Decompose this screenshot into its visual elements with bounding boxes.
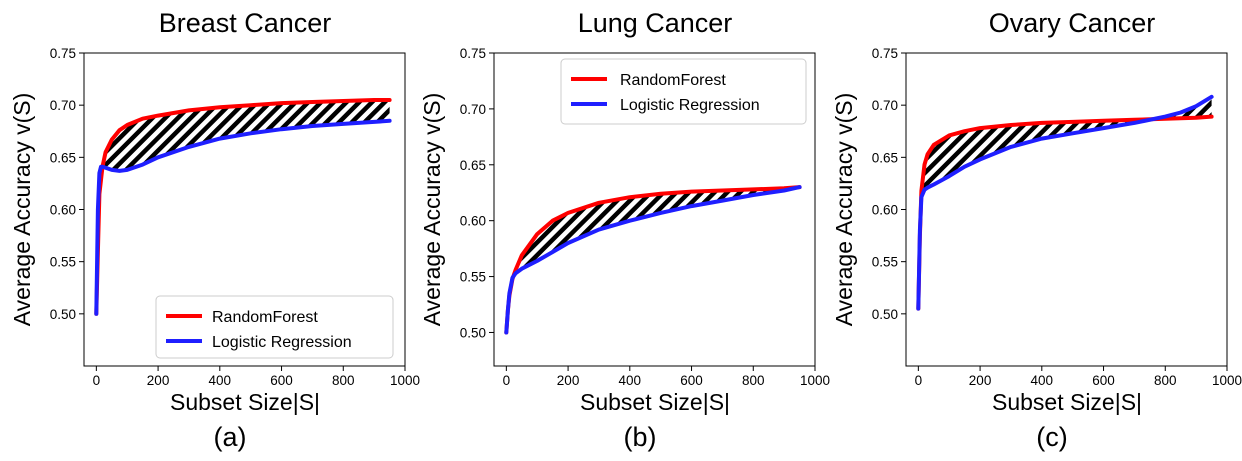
plot-frame [493, 52, 816, 367]
shaded-region [506, 187, 800, 333]
legend-box [560, 58, 807, 125]
series-line-logistic-regression [504, 185, 802, 335]
x-tick-label: 0 [503, 373, 511, 388]
chart-title: Breast Cancer [159, 8, 332, 38]
x-tick-label: 1000 [1212, 373, 1242, 388]
series-line-logistic-regression [94, 118, 392, 316]
shaded-region [96, 100, 390, 314]
plot-frame [905, 52, 1228, 367]
x-tick-label: 0 [93, 373, 101, 388]
y-tick-label: 0.65 [460, 158, 486, 173]
panel-label: (b) [624, 422, 657, 452]
plot-area [94, 98, 392, 316]
panel-label: (c) [1036, 422, 1067, 452]
x-tick-label: 200 [969, 373, 992, 388]
series-line-randomforest [94, 98, 392, 316]
x-axis-label: Subset Size|S| [170, 389, 320, 415]
y-tick-label: 0.55 [872, 255, 898, 270]
x-axis-label: Subset Size|S| [992, 389, 1142, 415]
x-tick-label: 600 [1092, 373, 1115, 388]
panel-lung-cancer: Lung Cancer Subset Size|S| Average Accur… [419, 8, 830, 452]
x-tick-label: 1000 [390, 373, 420, 388]
y-tick-label: 0.50 [460, 325, 486, 340]
legend-label: Logistic Regression [212, 334, 352, 351]
panel-breast-cancer: Breast Cancer Subset Size|S| Average Acc… [9, 8, 420, 452]
x-tick-label: 400 [619, 373, 642, 388]
legend: RandomForest Logistic Regression [155, 295, 394, 359]
plot-area [916, 94, 1214, 311]
panel-label: (a) [214, 422, 247, 452]
y-tick-label: 0.50 [50, 307, 76, 322]
y-tick-label: 0.60 [872, 203, 898, 218]
y-tick-label: 0.75 [460, 46, 486, 61]
legend-label: RandomForest [620, 72, 726, 89]
x-tick-label: 400 [209, 373, 232, 388]
x-tick-label: 600 [270, 373, 293, 388]
x-tick-label: 600 [680, 373, 703, 388]
legend: RandomForest Logistic Regression [560, 58, 807, 125]
y-tick-label: 0.70 [872, 98, 898, 113]
y-tick-label: 0.70 [50, 98, 76, 113]
y-tick-label: 0.75 [872, 46, 898, 61]
legend-label: Logistic Regression [620, 97, 760, 114]
y-tick-label: 0.50 [872, 307, 898, 322]
x-tick-label: 400 [1031, 373, 1054, 388]
y-tick-label: 0.65 [872, 150, 898, 165]
plot-area [504, 185, 802, 335]
y-axis-label: Average Accuracy v(S) [831, 93, 857, 327]
x-tick-label: 800 [742, 373, 765, 388]
y-tick-label: 0.65 [50, 150, 76, 165]
y-tick-label: 0.60 [50, 203, 76, 218]
legend-box [155, 295, 394, 359]
series-line-logistic-regression [916, 94, 1214, 311]
y-axis-label: Average Accuracy v(S) [9, 93, 35, 327]
x-tick-label: 1000 [800, 373, 830, 388]
y-tick-label: 0.55 [50, 255, 76, 270]
x-tick-label: 0 [915, 373, 923, 388]
y-tick-label: 0.70 [460, 102, 486, 117]
chart-title: Ovary Cancer [989, 8, 1156, 38]
x-tick-label: 200 [147, 373, 170, 388]
x-tick-label: 200 [557, 373, 580, 388]
y-axis-label: Average Accuracy v(S) [419, 93, 445, 327]
x-axis-label: Subset Size|S| [580, 389, 730, 415]
x-tick-label: 800 [332, 373, 355, 388]
y-tick-label: 0.60 [460, 214, 486, 229]
legend-label: RandomForest [212, 309, 318, 326]
shaded-region [918, 96, 1212, 309]
y-tick-label: 0.55 [460, 270, 486, 285]
y-tick-label: 0.75 [50, 46, 76, 61]
x-tick-label: 800 [1154, 373, 1177, 388]
panel-ovary-cancer: Ovary Cancer Subset Size|S| Average Accu… [831, 8, 1242, 452]
chart-title: Lung Cancer [578, 8, 733, 38]
